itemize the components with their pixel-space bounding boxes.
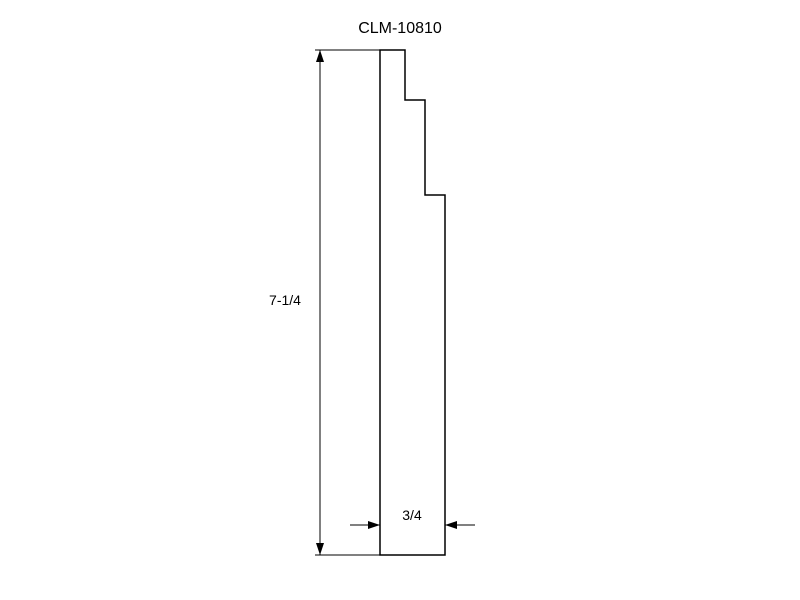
profile-shape: [380, 50, 445, 555]
width-label: 3/4: [402, 507, 422, 523]
height-label: 7-1/4: [269, 292, 301, 308]
technical-drawing: 7-1/4 3/4: [0, 0, 800, 600]
width-arrow-left: [368, 521, 380, 529]
height-arrow-bottom: [316, 543, 324, 555]
height-arrow-top: [316, 50, 324, 62]
width-arrow-right: [445, 521, 457, 529]
